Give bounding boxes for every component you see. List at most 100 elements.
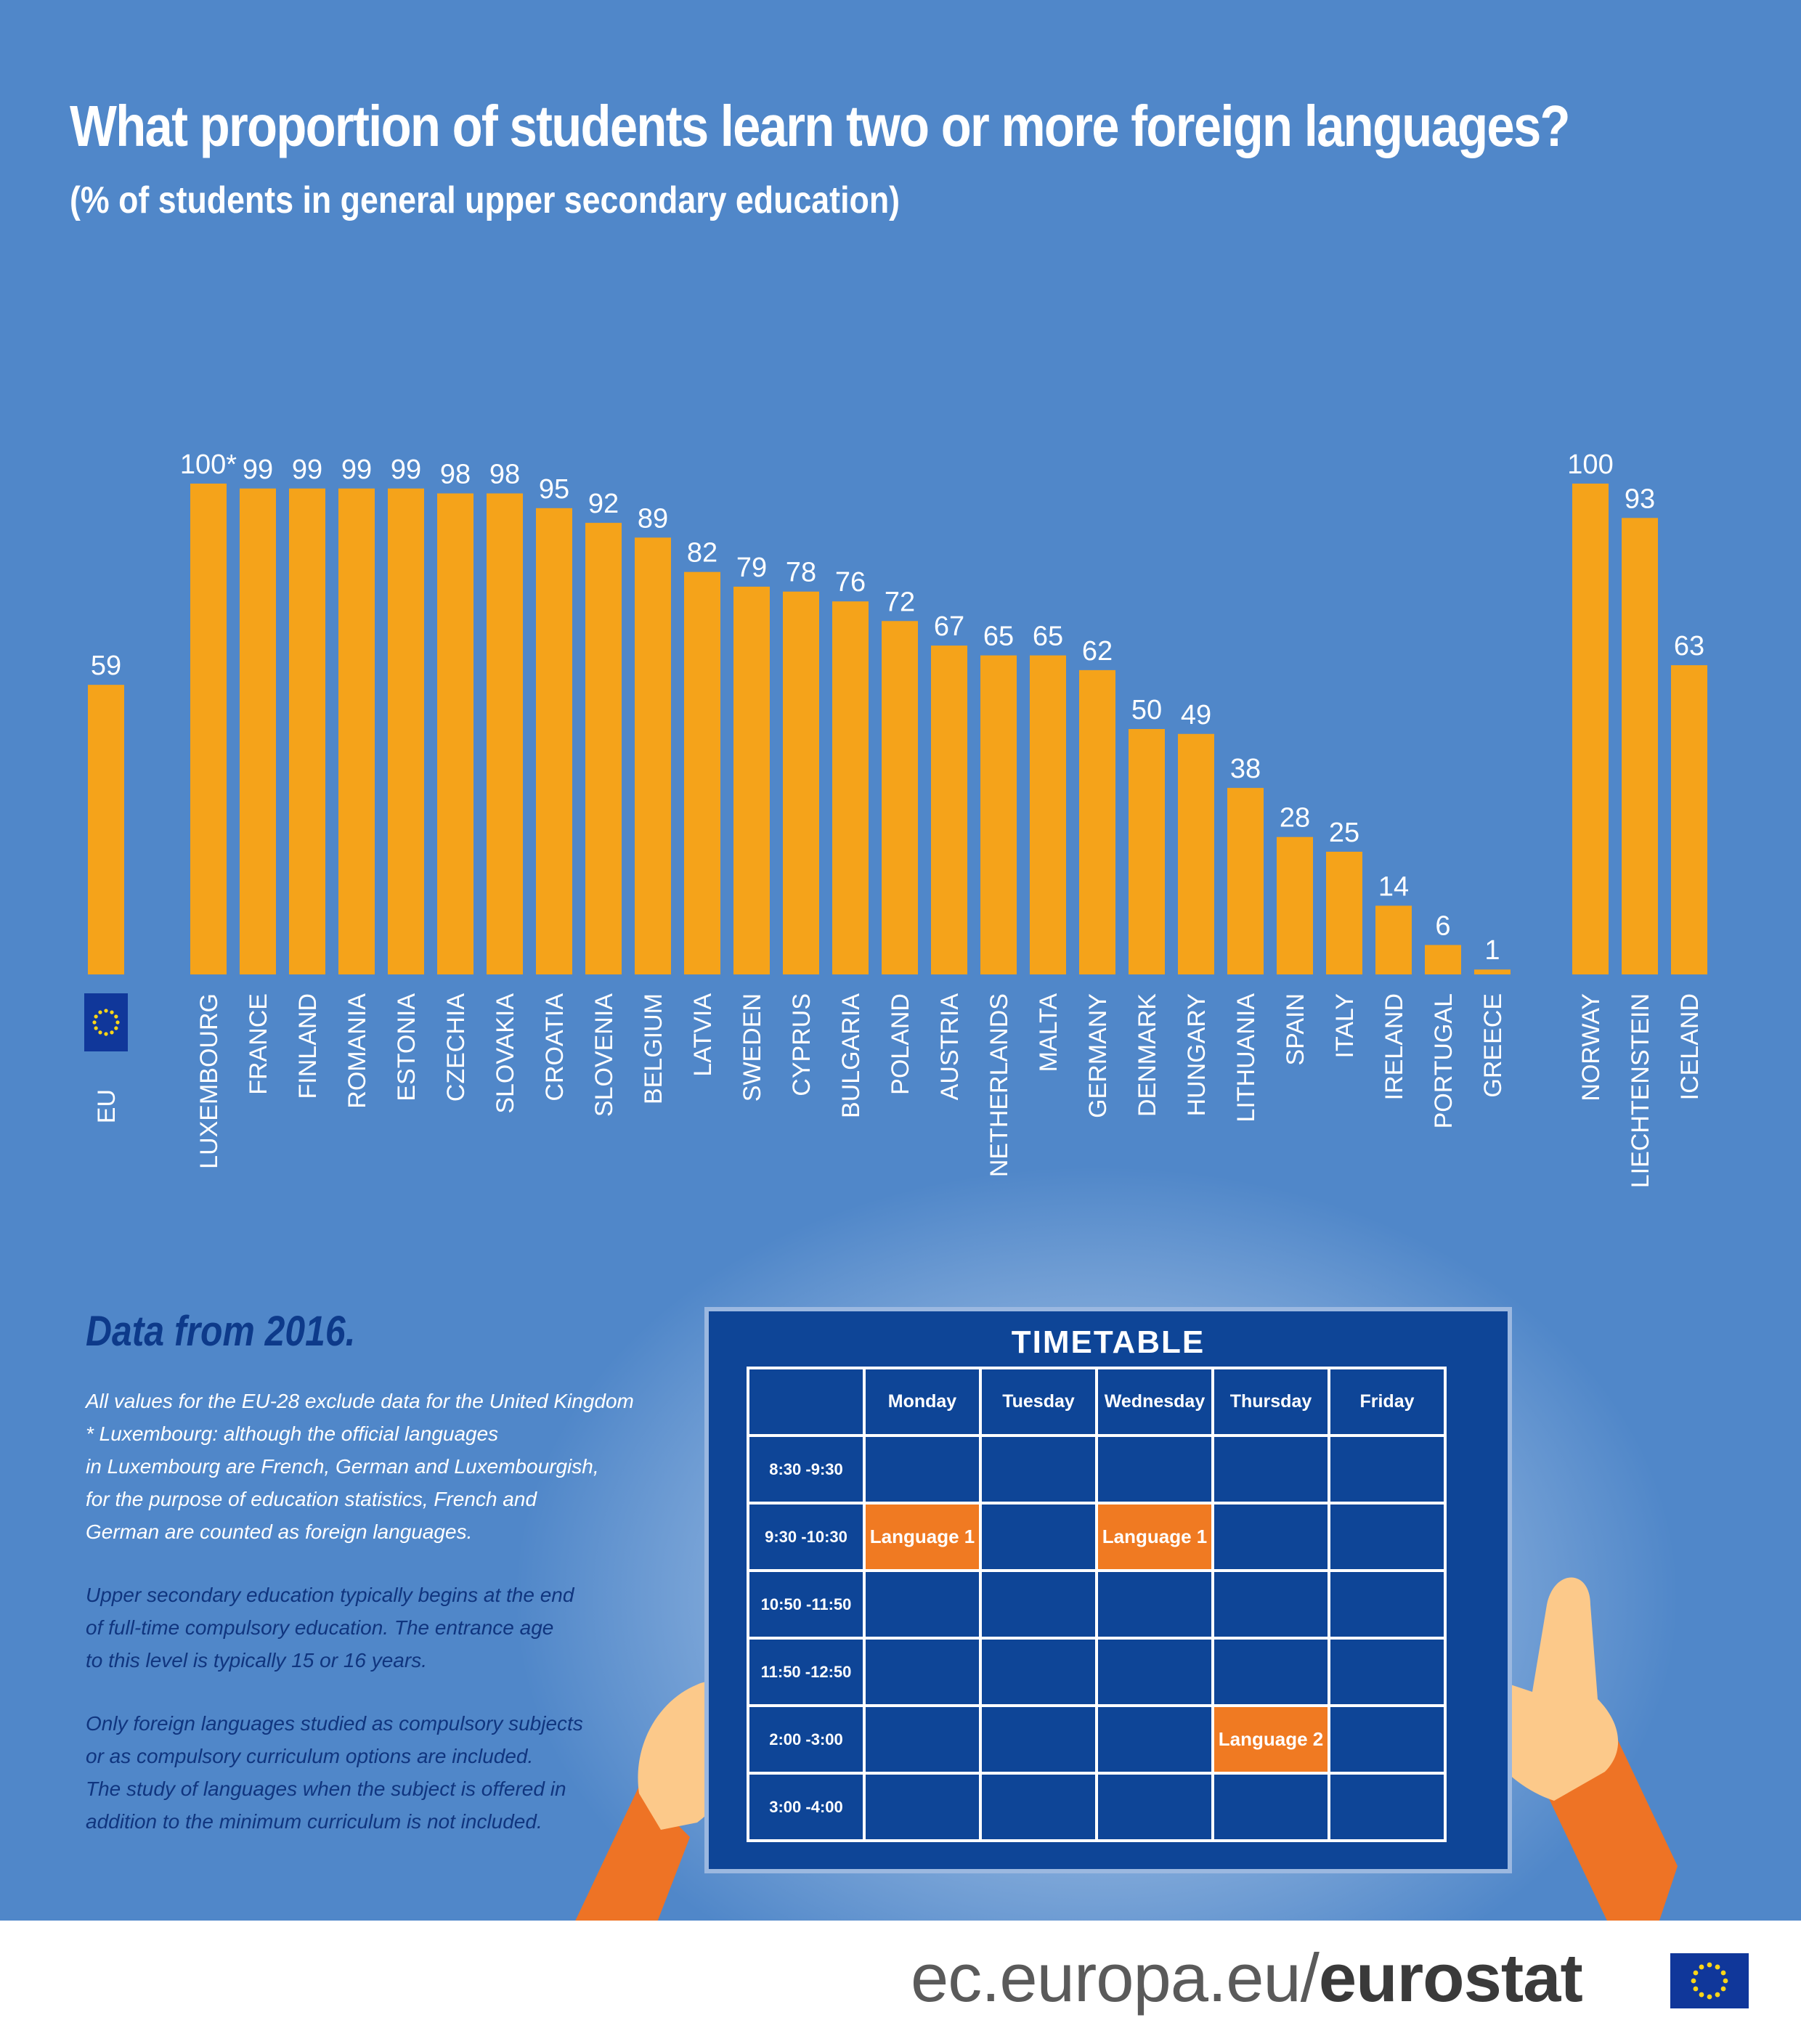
note-line: for the purpose of education statistics,…	[86, 1488, 537, 1510]
value-label: 98	[440, 460, 471, 490]
category-label: GERMANY	[1084, 993, 1112, 1118]
category-label: ROMANIA	[343, 993, 371, 1109]
value-label: 100	[1567, 449, 1613, 480]
bar-romania	[338, 488, 375, 974]
note-line: addition to the minimum curriculum is no…	[86, 1810, 542, 1833]
page-title: What proportion of students learn two or…	[70, 94, 1571, 158]
category-label: IRELAND	[1381, 993, 1408, 1100]
bar-netherlands	[980, 655, 1017, 974]
flag-star	[114, 1026, 118, 1030]
category-label: ITALY	[1331, 993, 1359, 1058]
data-year-note: Data from 2016.	[86, 1308, 356, 1355]
timetable-cell	[979, 1502, 1098, 1572]
bar-cyprus	[783, 591, 819, 974]
timetable-cell	[1328, 1434, 1447, 1505]
value-label: 99	[292, 455, 322, 485]
flag-star	[115, 1020, 120, 1025]
timetable-row: 8:30 -9:30	[747, 1434, 1447, 1505]
bar-germany	[1079, 669, 1115, 974]
bar-norway	[1572, 484, 1609, 974]
day-header: Tuesday	[979, 1367, 1098, 1437]
category-label: SPAIN	[1282, 993, 1309, 1066]
eu-flag-icon	[84, 993, 128, 1051]
bar-france	[240, 488, 276, 974]
flag-star	[94, 1014, 98, 1019]
bar-belgium	[635, 537, 671, 974]
value-label: 65	[1033, 622, 1063, 652]
value-label: 59	[91, 651, 121, 681]
day-header: Monday	[863, 1367, 982, 1437]
bar-greece	[1474, 969, 1511, 974]
timetable-row: 2:00 -3:00 Language 2	[747, 1704, 1447, 1775]
bar-sweden	[733, 586, 770, 974]
value-label: 65	[983, 622, 1014, 652]
timetable-cell	[1328, 1772, 1447, 1842]
timetable-corner-cell	[747, 1367, 866, 1437]
blue-background: What proportion of students learn two or…	[0, 0, 1801, 1921]
value-label: 38	[1230, 754, 1261, 784]
timetable-cell	[1328, 1502, 1447, 1572]
flag-star	[110, 1030, 114, 1035]
eurostat-url[interactable]: ec.europa.eu/eurostat	[911, 1939, 1583, 2017]
flag-star	[98, 1010, 102, 1014]
timetable-cell	[979, 1704, 1098, 1775]
bar-eu	[88, 685, 124, 974]
timetable-row: 3:00 -4:00	[747, 1772, 1447, 1842]
category-label: SLOVENIA	[590, 993, 618, 1117]
note-line: German are counted as foreign languages.	[86, 1520, 473, 1543]
flag-star	[1693, 1986, 1699, 1992]
value-label: 99	[391, 455, 421, 485]
eurostat-flag-icon	[1670, 1953, 1749, 2008]
value-label: 28	[1280, 803, 1310, 834]
time-slot: 9:30 -10:30	[747, 1502, 866, 1572]
url-brand: eurostat	[1318, 1939, 1583, 2016]
bar-austria	[931, 646, 967, 974]
category-label: NETHERLANDS	[985, 993, 1013, 1177]
bars-layer	[88, 484, 1707, 974]
timetable-row: 10:50 -11:50	[747, 1569, 1447, 1640]
value-label: 50	[1131, 695, 1162, 725]
timetable-cell	[1095, 1637, 1214, 1707]
flag-star	[1720, 1986, 1726, 1992]
bar-ireland	[1375, 905, 1412, 974]
category-label: BULGARIA	[837, 993, 865, 1118]
note-line: to this level is typically 15 or 16 year…	[86, 1649, 427, 1672]
flag-star	[114, 1014, 118, 1019]
bar-liechtenstein	[1622, 518, 1658, 974]
flag-star	[1699, 1964, 1704, 1970]
timetable-cell	[863, 1637, 982, 1707]
value-label: 49	[1181, 700, 1211, 730]
timetable-cell	[979, 1434, 1098, 1505]
value-label: 99	[243, 455, 273, 485]
timetable-row: 9:30 -10:30 Language 1 Language 1	[747, 1502, 1447, 1572]
bar-iceland	[1671, 665, 1707, 974]
flag-star	[1691, 1978, 1696, 1984]
url-prefix: ec.europa.eu/	[911, 1939, 1320, 2016]
value-label: 25	[1329, 818, 1359, 848]
language-1-slot: Language 1	[1095, 1502, 1214, 1572]
timetable-cell	[1095, 1772, 1214, 1842]
category-labels-layer: EU LUXEMBOURG FRANCE FINLAND ROMANIA ESTONIA C…	[93, 993, 1704, 1189]
day-header: Wednesday	[1095, 1367, 1214, 1437]
value-label: 92	[588, 489, 619, 519]
bar-luxembourg	[190, 484, 227, 974]
bar-czechia	[437, 493, 473, 974]
timetable-cell	[1095, 1434, 1214, 1505]
value-label: 100*	[180, 449, 237, 480]
timetable-cell	[979, 1637, 1098, 1707]
page-subtitle: (% of students in general upper secondar…	[70, 179, 900, 221]
category-label: NORWAY	[1577, 993, 1605, 1102]
note-line: in Luxembourg are French, German and Lux…	[86, 1455, 599, 1478]
category-label: SLOVAKIA	[492, 993, 519, 1114]
flag-star	[92, 1020, 97, 1025]
bar-poland	[882, 621, 918, 974]
timetable-cell	[1328, 1637, 1447, 1707]
timetable-cell	[863, 1704, 982, 1775]
flag-star	[1699, 1992, 1704, 1998]
flag-star	[1707, 1962, 1712, 1968]
timetable-grid: Monday Tuesday Wednesday Thursday Friday…	[747, 1367, 1447, 1842]
flag-star	[1693, 1970, 1699, 1976]
timetable-cell	[863, 1434, 982, 1505]
category-label: LIECHTENSTEIN	[1627, 993, 1654, 1188]
